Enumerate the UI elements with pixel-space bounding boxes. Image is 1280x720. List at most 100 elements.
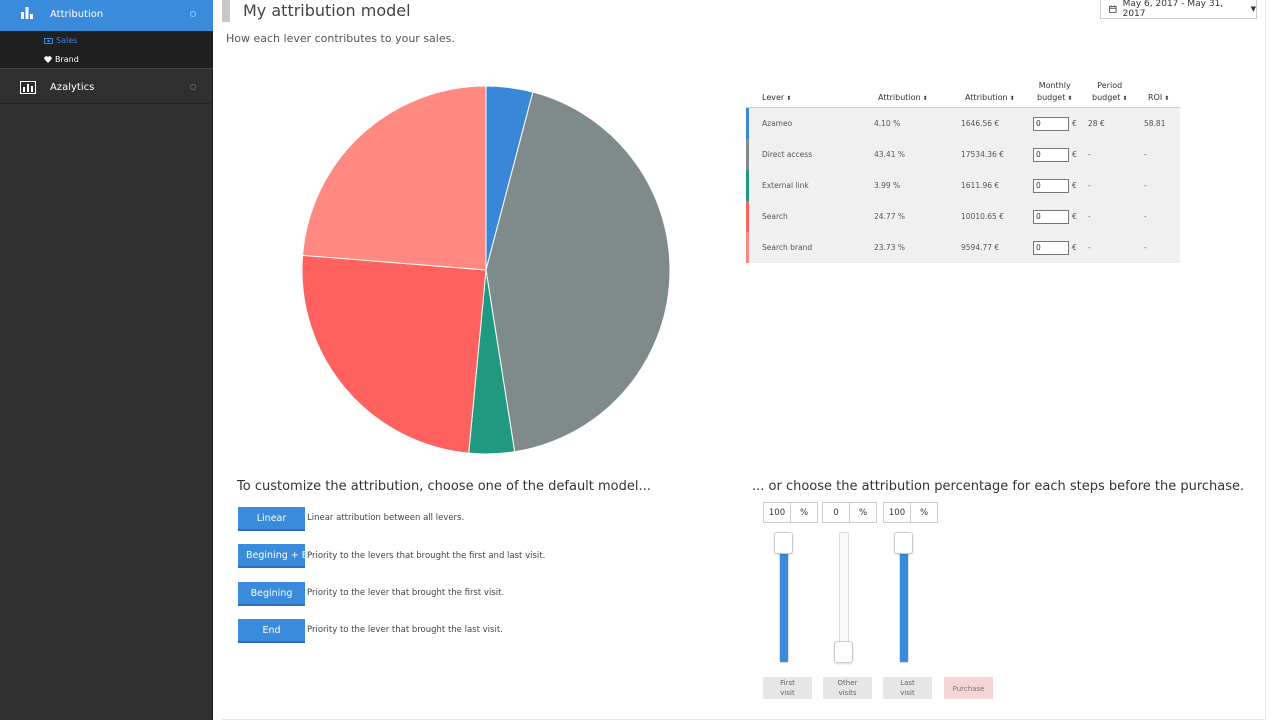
cell-period-budget: - [1088,181,1091,190]
table-header: Lever ⬍ Attribution ⬍ Attribution ⬍ Monthly… [746,74,1180,108]
nav-item-attribution[interactable]: Attribution [0,0,213,31]
cell-period-budget: - [1088,243,1091,252]
col-roi[interactable]: ROI ⬍ [1148,92,1169,105]
step-last-visit: Last visit [883,677,932,699]
sidebar: Attribution Sales Brand Azalytics [0,0,213,720]
sort-icon: ⬍ [1009,95,1015,102]
col-attribution-pct[interactable]: Attribution ⬍ [878,92,928,105]
subnav-item-brand-label: Brand [55,55,79,64]
subnav-item-sales-label: Sales [56,36,78,45]
col-attribution-eur[interactable]: Attribution ⬍ [965,92,1015,105]
cell-lever: External link [762,181,809,190]
nav-item-azalytics[interactable]: Azalytics [0,70,213,104]
main-content: My attribution model How each lever cont… [222,0,1266,720]
caret-down-icon: ▼ [1250,5,1256,13]
step-other-visits-label-1: Other [837,679,858,687]
subnav-item-brand[interactable]: Brand [44,55,79,64]
linear-model-desc: Linear attribution between all levers. [307,513,465,523]
sort-icon: ⬍ [1122,95,1128,102]
analytics-icon [20,81,36,94]
table-row: External link 3.99 % 1611.96 € 0 € - - [746,170,1180,201]
attribution-submenu: Sales Brand [0,31,213,69]
other-visits-slider-handle[interactable] [834,641,853,663]
pie-slice-direct-access[interactable] [485,91,671,453]
last-visit-pct-value: 100 [884,503,911,522]
beginning-end-model-desc: Priority to the levers that brought the … [307,551,546,561]
cell-attribution-eur: 1646.56 € [961,119,1000,128]
col-lever[interactable]: Lever ⬍ [762,92,791,105]
collapse-indicator-icon [190,84,196,90]
linear-model-button[interactable]: Linear [238,507,305,531]
col-monthly-budget[interactable]: Monthly budget ⬍ [1037,80,1072,105]
cell-roi: - [1144,181,1147,190]
col-attribution-pct-label: Attribution [878,93,921,102]
date-range-picker[interactable]: May 6, 2017 - May 31, 2017 ▼ [1100,0,1257,19]
step-other-visits-label-2: visits [838,689,857,697]
beginning-model-desc: Priority to the lever that brought the f… [307,588,505,598]
sort-icon: ⬍ [922,95,928,102]
cell-roi: - [1144,150,1147,159]
subnav-item-sales[interactable]: Sales [44,36,77,45]
col-period-budget-label-2: budget [1092,93,1121,102]
steps-title: ... or choose the attribution percentage… [752,479,1245,494]
monthly-budget-input[interactable]: 0 [1033,179,1069,193]
col-monthly-budget-label-2: budget [1037,93,1066,102]
first-visit-pct-value: 100 [764,503,791,522]
col-attribution-eur-label: Attribution [965,93,1008,102]
collapse-indicator-icon [190,11,196,17]
attribution-pie-chart [301,85,671,455]
step-other-visits: Other visits [823,677,872,699]
monthly-budget-input[interactable]: 0 [1033,241,1069,255]
cell-lever: Azameo [762,119,793,128]
cell-lever: Direct access [762,150,813,159]
other-visits-pct-input[interactable]: 0 % [822,502,877,523]
first-visit-slider-handle[interactable] [774,532,793,554]
step-last-visit-label-2: visit [900,689,915,697]
sort-icon: ⬍ [1164,95,1170,102]
col-period-budget[interactable]: Period budget ⬍ [1092,80,1127,105]
cell-period-budget: 28 € [1088,119,1105,128]
cell-currency: € [1072,212,1077,221]
cell-roi: - [1144,212,1147,221]
end-model-desc: Priority to the lever that brought the l… [307,625,503,635]
sort-icon: ⬍ [786,95,792,102]
cell-currency: € [1072,150,1077,159]
table-row: Direct access 43.41 % 17534.36 € 0 € - - [746,139,1180,170]
beginning-end-model-button[interactable]: Begining + End [238,544,305,568]
cell-attribution-eur: 10010.65 € [961,212,1004,221]
lever-color-bar [746,139,749,170]
cell-attribution-pct: 4.10 % [874,119,901,128]
first-visit-slider-fill [780,533,788,662]
monthly-budget-input[interactable]: 0 [1033,148,1069,162]
last-visit-slider-handle[interactable] [894,532,913,554]
monthly-budget-input[interactable]: 0 [1033,210,1069,224]
sort-icon: ⬍ [1067,95,1073,102]
beginning-model-button[interactable]: Begining [238,582,305,606]
lever-color-bar [746,232,749,263]
cell-currency: € [1072,119,1077,128]
last-visit-pct-input[interactable]: 100 % [883,502,938,523]
step-first-visit-label-2: visit [780,689,795,697]
table-row: Search 24.77 % 10010.65 € 0 € - - [746,201,1180,232]
cell-attribution-pct: 23.73 % [874,243,905,252]
heart-icon [44,56,52,63]
table-row: Search brand 23.73 % 9594.77 € 0 € - - [746,232,1180,263]
cell-attribution-eur: 17534.36 € [961,150,1004,159]
nav-item-attribution-label: Attribution [50,9,104,20]
monthly-budget-input[interactable]: 0 [1033,117,1069,131]
other-visits-pct-value: 0 [823,503,850,522]
percent-symbol: % [919,507,929,518]
end-model-button[interactable]: End [238,619,305,643]
col-period-budget-label-1: Period [1097,81,1123,90]
cell-attribution-pct: 24.77 % [874,212,905,221]
last-visit-slider-fill [900,533,908,662]
date-range-label: May 6, 2017 - May 31, 2017 [1122,0,1224,19]
cell-lever: Search brand [762,243,813,252]
lever-color-bar [746,108,749,139]
first-visit-pct-input[interactable]: 100 % [763,502,818,523]
cell-currency: € [1072,243,1077,252]
cell-period-budget: - [1088,212,1091,221]
pie-slice-search[interactable] [301,254,487,454]
cell-attribution-pct: 43.41 % [874,150,905,159]
pie-slice-search-brand[interactable] [302,85,487,271]
